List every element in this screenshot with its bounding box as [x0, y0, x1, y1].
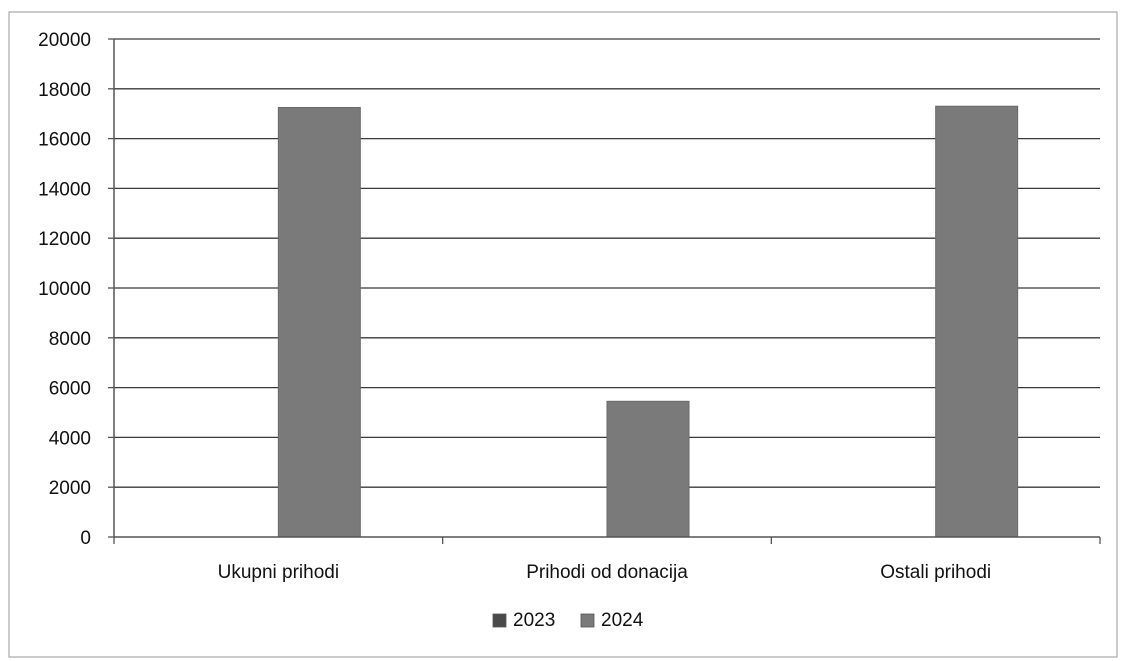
- x-axis-ticks: [113, 537, 1101, 544]
- y-tick-label: 10000: [38, 279, 91, 300]
- y-tick-label: 18000: [38, 80, 91, 101]
- legend-swatch: [580, 613, 595, 628]
- y-tick-label: 16000: [38, 130, 91, 151]
- legend: 2023 2024: [492, 610, 644, 631]
- y-tick-label: 12000: [38, 229, 91, 250]
- bar-2024-0: [277, 106, 361, 538]
- x-axis-labels: Ukupni prihodi Prihodi od donacija Ostali …: [218, 562, 992, 583]
- y-axis-ticks: 0 2000 4000 6000 8000 10000 12000 14000 16000 180…: [38, 30, 114, 549]
- bar-2024-1: [606, 400, 690, 538]
- y-tick-label: 8000: [49, 329, 91, 350]
- y-tick-label: 2000: [49, 478, 91, 499]
- bars: [277, 105, 1019, 538]
- bar-2024-2: [935, 105, 1019, 538]
- x-tick-label: Ukupni prihodi: [218, 562, 339, 583]
- y-tick-label: 0: [80, 528, 91, 549]
- y-tick-label: 6000: [49, 379, 91, 400]
- y-tick-label: 20000: [38, 30, 91, 51]
- chart-border: [8, 11, 1118, 658]
- legend-label: 2023: [513, 610, 555, 631]
- legend-label: 2024: [601, 610, 644, 631]
- x-tick-label: Prihodi od donacija: [526, 562, 688, 583]
- x-tick-label: Ostali prihodi: [880, 562, 991, 583]
- y-tick-label: 14000: [38, 179, 91, 200]
- y-tick-label: 4000: [49, 428, 91, 449]
- legend-swatch: [492, 613, 507, 628]
